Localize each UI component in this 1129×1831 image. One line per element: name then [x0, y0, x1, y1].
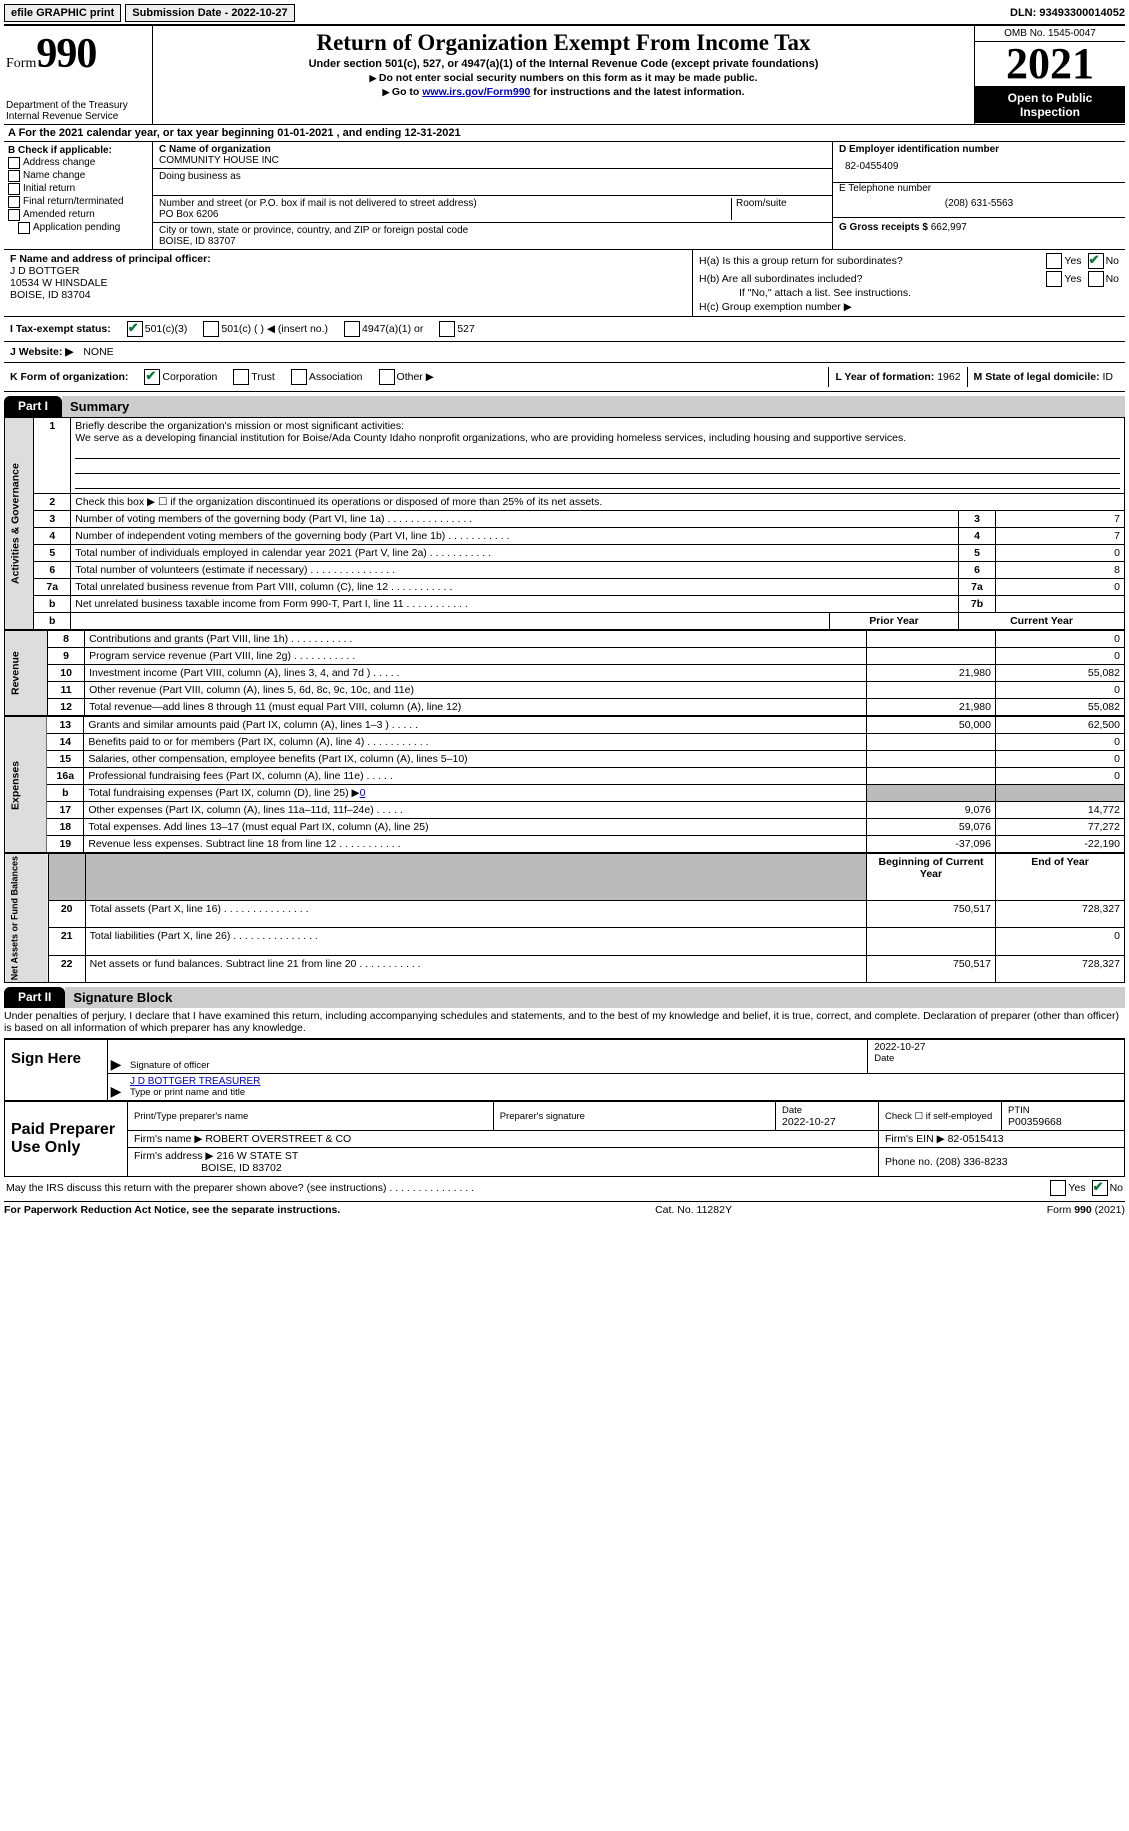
hb-no[interactable] [1088, 271, 1104, 287]
officer-name: J D BOTTGER [10, 265, 79, 277]
website-value: NONE [83, 346, 113, 358]
dba-label: Doing business as [159, 171, 241, 182]
chk-trust[interactable] [233, 369, 249, 385]
signature-block: Sign Here ▶ Signature of officer 2022-10… [4, 1038, 1125, 1101]
side-expenses: Expenses [5, 717, 47, 853]
may-no[interactable] [1092, 1180, 1108, 1196]
room-suite-label: Room/suite [732, 198, 826, 220]
side-activities: Activities & Governance [5, 418, 34, 630]
firm-tel: (208) 336-8233 [936, 1156, 1008, 1168]
paid-preparer-table: Paid Preparer Use Only Print/Type prepar… [4, 1101, 1125, 1177]
street-label: Number and street (or P.O. box if mail i… [159, 198, 477, 209]
year-formation: 1962 [937, 371, 960, 383]
part1-header: Part I Summary [4, 396, 1125, 417]
net-assets-table: Net Assets or Fund Balances Beginning of… [4, 853, 1125, 983]
form-header: Form990 Department of the Treasury Inter… [4, 24, 1125, 124]
firm-addr2: BOISE, ID 83702 [201, 1162, 282, 1174]
tax-year: 2021 [975, 42, 1125, 87]
revenue-table: Revenue 8Contributions and grants (Part … [4, 630, 1125, 716]
goto-pre: Go to [392, 86, 422, 98]
row-j: J Website: ▶ NONE [4, 341, 1125, 362]
chk-name-change[interactable] [8, 170, 20, 182]
dept-label: Department of the Treasury [6, 100, 146, 111]
gross-value: 662,997 [931, 222, 967, 233]
sign-here-label: Sign Here [5, 1040, 108, 1100]
form-title: Return of Organization Exempt From Incom… [161, 30, 966, 56]
header-sub1: Under section 501(c), 527, or 4947(a)(1)… [161, 58, 966, 70]
ein-value: 82-0455409 [845, 161, 1119, 172]
chk-address-change[interactable] [8, 157, 20, 169]
col-b-header: B Check if applicable: [8, 145, 148, 156]
fundraising-link[interactable]: 0 [360, 787, 366, 799]
page-footer: For Paperwork Reduction Act Notice, see … [4, 1201, 1125, 1216]
row-k: K Form of organization: Corporation Trus… [4, 362, 1125, 392]
summary-table: Activities & Governance 1 Briefly descri… [4, 417, 1125, 630]
chk-501c3[interactable] [127, 321, 143, 337]
street-value: PO Box 6206 [159, 209, 218, 220]
expenses-table: Expenses 13Grants and similar amounts pa… [4, 716, 1125, 853]
efile-print-button[interactable]: efile GRAPHIC print [4, 4, 121, 22]
may-yes[interactable] [1050, 1180, 1066, 1196]
header-sub2: Do not enter social security numbers on … [161, 72, 966, 84]
officer-name-link[interactable]: J D BOTTGER TREASURER [130, 1076, 260, 1087]
ein-label: D Employer identification number [839, 144, 1119, 155]
part2-header: Part II Signature Block [4, 987, 1125, 1008]
perjury-declaration: Under penalties of perjury, I declare th… [4, 1008, 1125, 1036]
tel-label: E Telephone number [839, 183, 1119, 194]
officer-addr1: 10534 W HINSDALE [10, 277, 107, 289]
gross-label: G Gross receipts $ [839, 222, 928, 233]
side-revenue: Revenue [5, 631, 48, 716]
chk-4947[interactable] [344, 321, 360, 337]
submission-date-button[interactable]: Submission Date - 2022-10-27 [125, 4, 294, 22]
chk-corp[interactable] [144, 369, 160, 385]
form-word: Form [6, 56, 36, 71]
chk-501c[interactable] [203, 321, 219, 337]
mission-text: We serve as a developing financial insti… [75, 432, 906, 444]
officer-addr2: BOISE, ID 83704 [10, 289, 91, 301]
open-inspection-label: Open to Public Inspection [975, 87, 1125, 123]
q2-text: Check this box ▶ ☐ if the organization d… [71, 494, 1125, 511]
chk-app-pending[interactable] [18, 222, 30, 234]
firm-ein: 82-0515413 [948, 1133, 1004, 1145]
chk-amended[interactable] [8, 209, 20, 221]
may-discuss-row: May the IRS discuss this return with the… [4, 1177, 1125, 1199]
ha-no[interactable] [1088, 253, 1104, 269]
firm-name: ROBERT OVERSTREET & CO [205, 1133, 351, 1145]
form-number: 990 [36, 31, 96, 77]
side-net: Net Assets or Fund Balances [5, 854, 49, 983]
ha-yes[interactable] [1046, 253, 1062, 269]
ptin-value: P00359668 [1008, 1116, 1062, 1128]
dln-label: DLN: 93493300014052 [1010, 7, 1125, 19]
topbar: efile GRAPHIC print Submission Date - 20… [4, 4, 1125, 22]
hb-yes[interactable] [1046, 271, 1062, 287]
chk-527[interactable] [439, 321, 455, 337]
block-f-h: F Name and address of principal officer:… [4, 249, 1125, 316]
org-name-label: C Name of organization [159, 144, 271, 155]
paid-preparer-label: Paid Preparer Use Only [5, 1102, 128, 1177]
goto-post: for instructions and the latest informat… [530, 86, 744, 98]
city-value: BOISE, ID 83707 [159, 236, 236, 247]
irs-link[interactable]: www.irs.gov/Form990 [422, 86, 530, 98]
hc-label: H(c) Group exemption number ▶ [699, 301, 1119, 313]
state-domicile: ID [1103, 371, 1114, 383]
org-name: COMMUNITY HOUSE INC [159, 155, 279, 166]
tel-value: (208) 631-5563 [839, 198, 1119, 209]
chk-other[interactable] [379, 369, 395, 385]
chk-initial-return[interactable] [8, 183, 20, 195]
chk-final-return[interactable] [8, 196, 20, 208]
row-i: I Tax-exempt status: 501(c)(3) 501(c) ( … [4, 316, 1125, 341]
firm-addr1: 216 W STATE ST [216, 1150, 298, 1162]
irs-label: Internal Revenue Service [6, 111, 146, 122]
hb-note: If "No," attach a list. See instructions… [739, 287, 1119, 299]
sig-date: 2022-10-27 [874, 1042, 925, 1053]
officer-label: F Name and address of principal officer: [10, 253, 211, 265]
row-a-tax-year: A For the 2021 calendar year, or tax yea… [4, 124, 1125, 141]
city-label: City or town, state or province, country… [159, 225, 468, 236]
entity-block: B Check if applicable: Address change Na… [4, 141, 1125, 249]
hb-label: H(b) Are all subordinates included? [699, 273, 1040, 285]
ha-label: H(a) Is this a group return for subordin… [699, 255, 1040, 267]
chk-assoc[interactable] [291, 369, 307, 385]
